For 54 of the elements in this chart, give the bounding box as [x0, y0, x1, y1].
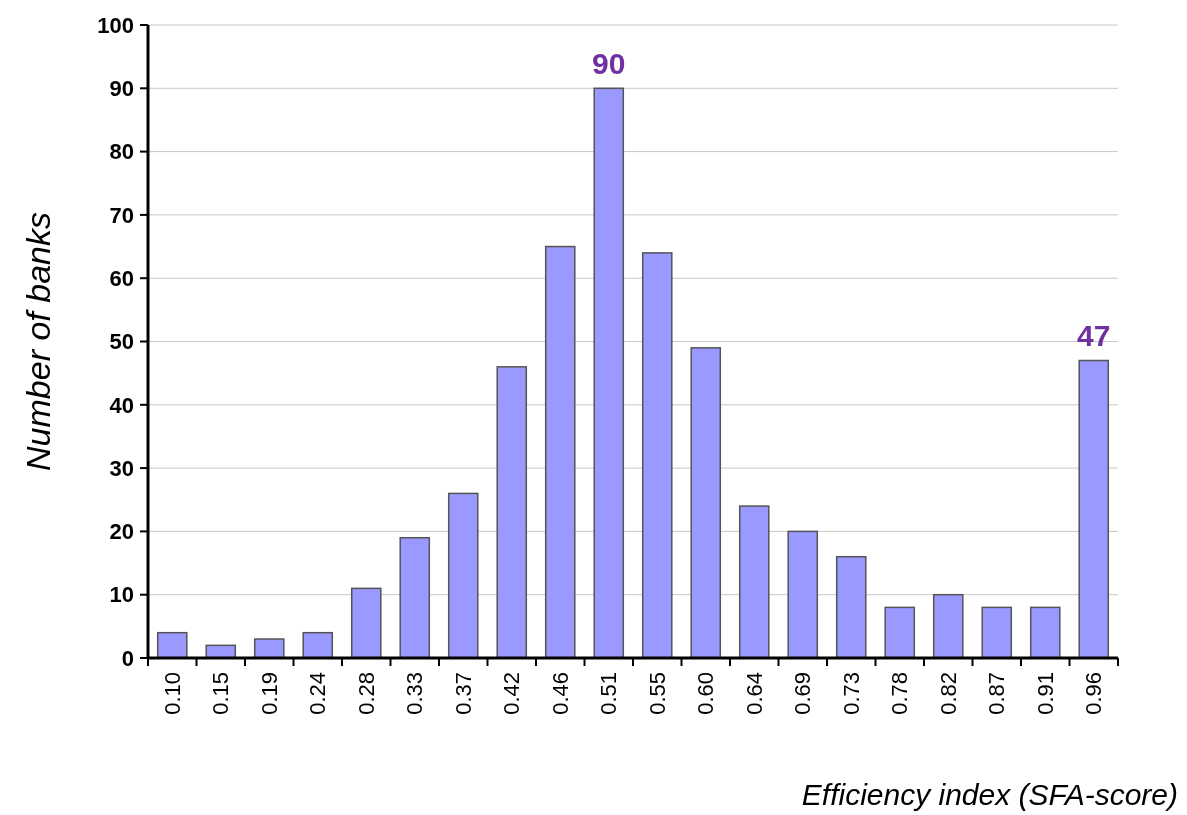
x-tick-label: 0.69	[790, 672, 816, 715]
bar	[447, 492, 479, 659]
x-tick-label: 0.91	[1032, 672, 1058, 715]
y-tick-label: 50	[109, 329, 134, 355]
x-tick-label: 0.51	[596, 672, 622, 715]
x-tick-label: 0.42	[499, 672, 525, 715]
x-tick-label: 0.37	[450, 672, 476, 715]
bar	[302, 631, 334, 659]
x-axis-title: Efficiency index (SFA-score)	[801, 778, 1178, 811]
x-tick-label: 0.55	[644, 672, 670, 715]
bar	[787, 530, 819, 659]
y-tick-label: 90	[109, 76, 134, 101]
bar	[399, 536, 431, 659]
bar	[350, 587, 382, 659]
x-tick-label: 0.96	[1081, 672, 1107, 715]
y-axis-title: Number of banks	[19, 212, 57, 471]
data-label: 47	[1077, 319, 1111, 353]
y-tick-label: 10	[109, 582, 134, 608]
x-tick-label: 0.24	[305, 672, 331, 715]
y-tick-label: 70	[109, 202, 134, 228]
x-tick-label: 0.28	[353, 672, 379, 715]
x-tick-label: 0.19	[256, 672, 282, 715]
bar	[1078, 359, 1110, 659]
bar	[738, 505, 770, 659]
x-tick-label: 0.73	[838, 672, 864, 715]
y-tick-label: 80	[109, 139, 134, 165]
bar	[690, 347, 722, 659]
x-tick-label: 0.87	[984, 672, 1010, 715]
y-tick-label: 30	[109, 455, 134, 481]
bar	[1029, 606, 1061, 659]
y-tick-label: 40	[109, 392, 134, 418]
y-tick-label: 100	[97, 12, 134, 38]
bar	[496, 366, 528, 659]
bar	[981, 606, 1013, 659]
y-tick-label: 20	[109, 519, 134, 545]
bar	[835, 555, 867, 659]
x-tick-label: 0.78	[887, 672, 913, 715]
bar	[593, 87, 625, 659]
y-tick-label: 60	[109, 265, 134, 291]
y-tick-label: 0	[121, 645, 134, 671]
data-label: 90	[592, 47, 626, 81]
bar	[884, 606, 916, 659]
x-tick-label: 0.46	[547, 672, 573, 715]
x-tick-label: 0.33	[402, 672, 428, 715]
bar	[932, 593, 964, 659]
bar	[156, 631, 188, 659]
x-tick-label: 0.10	[159, 672, 185, 715]
x-tick-label: 0.82	[935, 672, 961, 715]
x-tick-label: 0.15	[208, 672, 234, 715]
bar	[253, 638, 285, 659]
x-tick-label: 0.60	[693, 672, 719, 715]
bar	[544, 245, 576, 659]
bar	[641, 252, 673, 659]
x-tick-label: 0.64	[741, 672, 767, 715]
